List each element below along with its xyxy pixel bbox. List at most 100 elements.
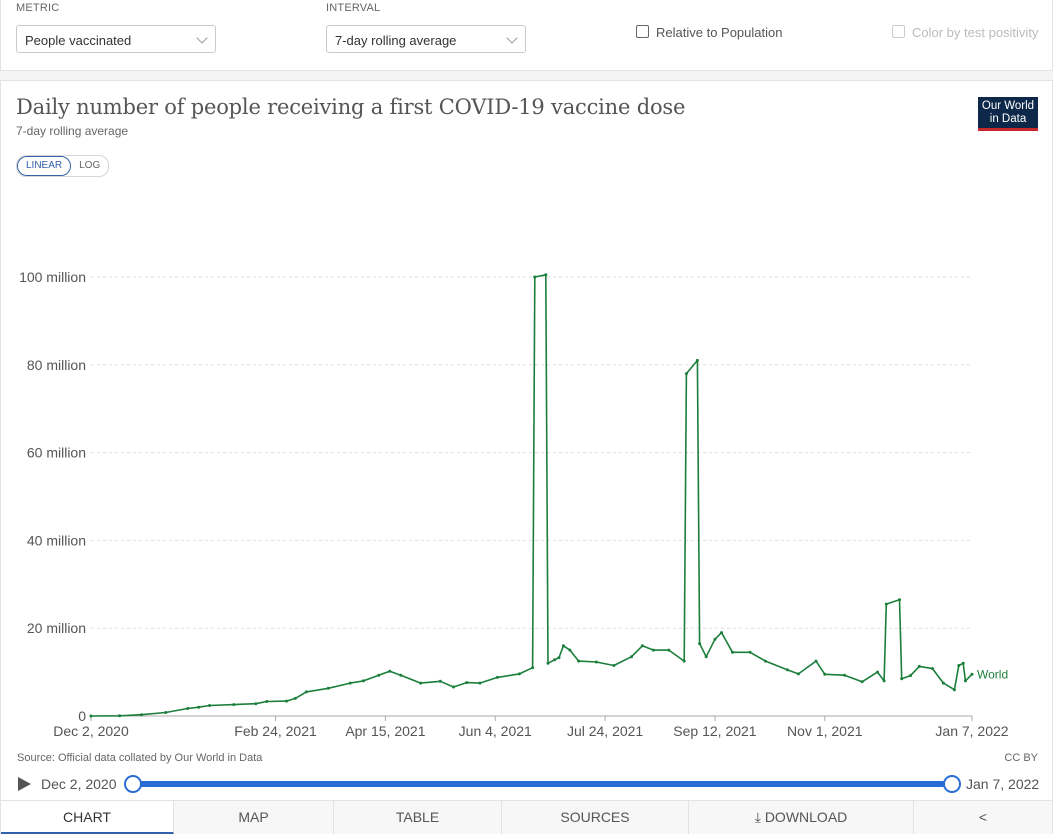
data-point: [438, 679, 442, 683]
license-link[interactable]: CC BY: [1004, 752, 1038, 764]
metric-select[interactable]: People vaccinated: [16, 25, 216, 53]
color-by-test-checkbox: Color by test positivity: [892, 25, 1038, 40]
timeline-track[interactable]: [131, 781, 951, 787]
y-tick-label: 40 million: [27, 532, 86, 548]
line-chart: 0 20 million 40 million 60 million 80 millio…: [19, 269, 1009, 739]
data-point: [285, 699, 288, 703]
timeline-end-handle[interactable]: [943, 775, 961, 793]
data-point: [941, 681, 945, 685]
share-button[interactable]: <: [914, 801, 1052, 834]
controls-bar: METRIC People vaccinated INTERVAL 7-day …: [0, 0, 1053, 71]
data-point: [361, 679, 365, 683]
data-point: [823, 672, 827, 676]
tab-sources[interactable]: SOURCES: [502, 801, 689, 834]
data-point: [970, 672, 974, 676]
data-point: [546, 661, 550, 665]
data-point: [254, 702, 258, 706]
scale-toggle: LINEAR LOG: [16, 155, 110, 177]
data-point: [796, 672, 800, 676]
timeline-end-date: Jan 7, 2022: [966, 776, 1040, 792]
play-icon[interactable]: [18, 777, 31, 791]
relative-population-label: Relative to Population: [656, 25, 783, 40]
tab-bar: CHART MAP TABLE SOURCES ⤓ DOWNLOAD <: [1, 800, 1052, 834]
tab-download[interactable]: ⤓ DOWNLOAD: [689, 801, 914, 834]
data-point: [713, 637, 717, 641]
log-scale-button[interactable]: LOG: [79, 160, 101, 171]
tab-map[interactable]: MAP: [174, 801, 334, 834]
x-tick-label: Nov 1, 2021: [787, 723, 863, 739]
data-point: [748, 650, 752, 654]
data-point: [884, 602, 888, 606]
chart-card: Daily number of people receiving a first…: [0, 80, 1053, 834]
data-point: [388, 669, 392, 673]
data-point: [900, 677, 904, 681]
data-point: [419, 681, 423, 685]
tab-chart[interactable]: CHART: [1, 801, 174, 834]
data-point: [640, 644, 644, 648]
data-point: [533, 275, 537, 279]
download-label: DOWNLOAD: [764, 809, 848, 825]
x-tick-label: Dec 2, 2020: [53, 723, 129, 739]
data-point: [517, 672, 521, 676]
color-by-test-label: Color by test positivity: [912, 25, 1039, 40]
interval-select[interactable]: 7-day rolling average: [326, 25, 526, 53]
data-point: [843, 673, 847, 677]
data-point: [377, 673, 381, 677]
x-tick-label: Jul 24, 2021: [567, 723, 643, 739]
y-tick-label: 80 million: [27, 357, 86, 373]
data-point: [630, 655, 633, 659]
data-point: [348, 681, 352, 685]
data-point: [118, 714, 122, 718]
data-point: [197, 705, 201, 709]
data-point: [957, 664, 961, 667]
x-tick-label: Jan 7, 2022: [935, 723, 1008, 739]
data-point: [882, 679, 886, 683]
data-point: [876, 670, 879, 674]
share-icon: <: [978, 809, 988, 825]
data-point: [265, 700, 269, 703]
x-tick-label: Sep 12, 2021: [673, 723, 757, 739]
logo-line1: Our World: [981, 100, 1035, 112]
data-point: [561, 644, 565, 648]
data-point: [186, 707, 190, 710]
data-point: [720, 631, 723, 635]
data-point: [909, 674, 912, 678]
x-tick-label: Feb 24, 2021: [234, 723, 317, 739]
download-icon: ⤓: [754, 809, 765, 825]
logo-line2: in Data: [989, 113, 1027, 125]
data-point: [553, 658, 557, 662]
data-point: [764, 659, 767, 663]
data-point: [860, 680, 864, 684]
interval-label: INTERVAL: [326, 2, 381, 14]
relative-population-checkbox[interactable]: Relative to Population: [636, 25, 782, 40]
data-point: [164, 711, 168, 714]
x-tick-label: Apr 15, 2021: [345, 723, 425, 739]
checkbox-icon: [636, 25, 649, 38]
data-point: [399, 673, 403, 677]
data-point: [952, 688, 956, 692]
data-point: [695, 358, 699, 362]
series-line: [90, 274, 973, 717]
data-point: [698, 642, 702, 646]
data-point: [326, 686, 330, 690]
series-label: World: [977, 667, 1008, 681]
x-tick-label: Jun 4, 2021: [459, 723, 532, 739]
data-point: [465, 681, 469, 685]
tab-table[interactable]: TABLE: [334, 801, 502, 834]
linear-scale-button[interactable]: LINEAR: [17, 156, 72, 176]
data-point: [594, 660, 598, 664]
data-point: [667, 648, 671, 652]
y-tick-label: 100 million: [19, 269, 86, 285]
data-point: [568, 648, 572, 652]
data-point: [786, 668, 789, 672]
timeline-start-handle[interactable]: [124, 775, 142, 793]
checkbox-icon: [892, 25, 905, 38]
owid-logo[interactable]: Our World in Data: [978, 97, 1038, 131]
data-point: [304, 690, 308, 694]
data-point: [495, 675, 499, 679]
metric-label: METRIC: [16, 2, 60, 14]
chevron-down-icon: [506, 32, 518, 44]
data-point: [293, 696, 297, 700]
y-tick-label: 20 million: [27, 620, 86, 636]
data-point: [452, 685, 455, 689]
